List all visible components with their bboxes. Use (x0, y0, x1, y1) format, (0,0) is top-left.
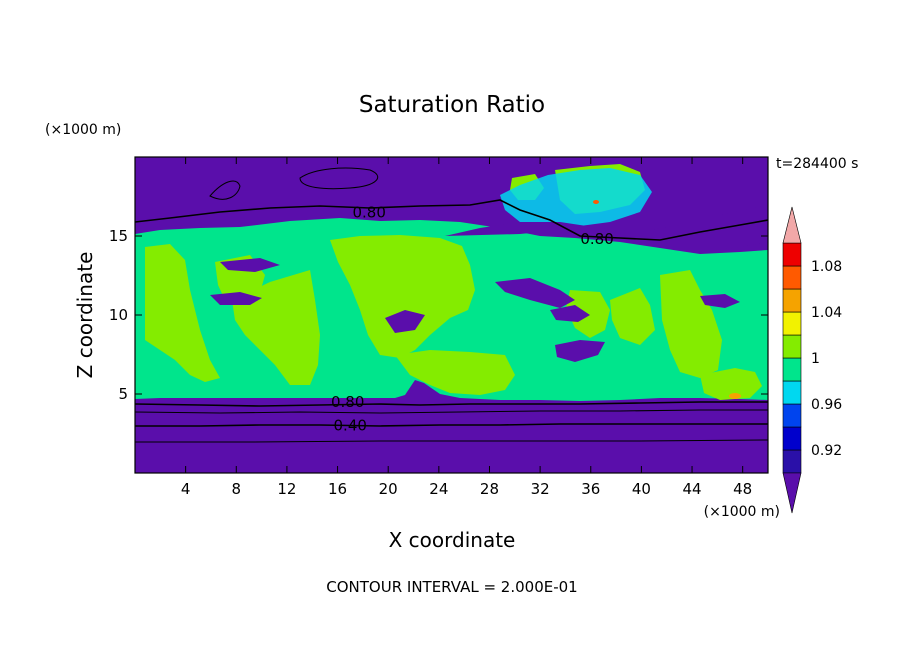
y-axis-label: Z coordinate (73, 252, 97, 379)
colorbar-segment (782, 449, 802, 474)
contour-label: 0.40 (334, 417, 367, 435)
colorbar-segment (782, 426, 802, 451)
contour-label: 0.80 (580, 230, 613, 248)
colorbar-tick-label: 1.04 (811, 305, 842, 321)
colorbar-segment (782, 357, 802, 382)
colorbar-segment (782, 311, 802, 336)
contour-interval-label: CONTOUR INTERVAL = 2.000E-01 (326, 578, 577, 596)
x-tick-label: 44 (682, 480, 701, 498)
warm-spot (729, 393, 741, 399)
x-tick-label: 40 (632, 480, 651, 498)
warm-spot (593, 200, 599, 204)
x-tick-label: 8 (232, 480, 242, 498)
colorbar-tick-label: 0.92 (811, 443, 842, 459)
contour-label: 0.80 (331, 393, 364, 411)
x-unit-label: (×1000 m) (704, 504, 780, 520)
y-tick-label: 5 (118, 385, 128, 403)
field (135, 157, 768, 473)
colorbar-max-arrow (782, 206, 802, 244)
colorbar-tick-label: 0.96 (811, 397, 842, 413)
x-tick-label: 16 (328, 480, 347, 498)
colorbar-tick-label: 1.08 (811, 259, 842, 275)
upper-cloud-edge (500, 168, 652, 228)
x-tick-label: 4 (181, 480, 191, 498)
x-tick-label: 32 (531, 480, 550, 498)
x-tick-label: 36 (581, 480, 600, 498)
x-axis: 4 8 12 16 20 24 28 32 36 40 44 48 (181, 157, 752, 498)
y-axis: 5 10 15 (109, 227, 768, 403)
contour-labels: 0.80 0.80 0.80 0.40 (331, 203, 614, 435)
supersaturated-regions (145, 164, 762, 400)
colorbar: 0.92 0.96 1 1.04 1.08 (782, 206, 842, 514)
y-tick-label: 15 (109, 227, 128, 245)
time-label: t=284400 s (776, 156, 858, 172)
colorbar-tick-label: 1 (811, 351, 820, 367)
x-tick-label: 48 (733, 480, 752, 498)
x-tick-label: 24 (429, 480, 448, 498)
x-tick-label: 20 (379, 480, 398, 498)
x-tick-label: 12 (277, 480, 296, 498)
colorbar-segment (782, 265, 802, 290)
colorbar-segment (782, 288, 802, 313)
chart-title: Saturation Ratio (359, 92, 545, 118)
y-tick-label: 10 (109, 306, 128, 324)
x-tick-label: 28 (480, 480, 499, 498)
y-unit-label: (×1000 m) (45, 122, 121, 138)
dry-patches (210, 205, 768, 362)
x-axis-label: X coordinate (389, 528, 516, 552)
contour-label: 0.80 (353, 203, 386, 221)
colorbar-min-arrow (782, 472, 802, 514)
colorbar-segment (782, 403, 802, 428)
colorbar-segment (782, 242, 802, 267)
contour-lines (135, 167, 768, 443)
colorbar-segment (782, 380, 802, 405)
colorbar-segment (782, 334, 802, 359)
